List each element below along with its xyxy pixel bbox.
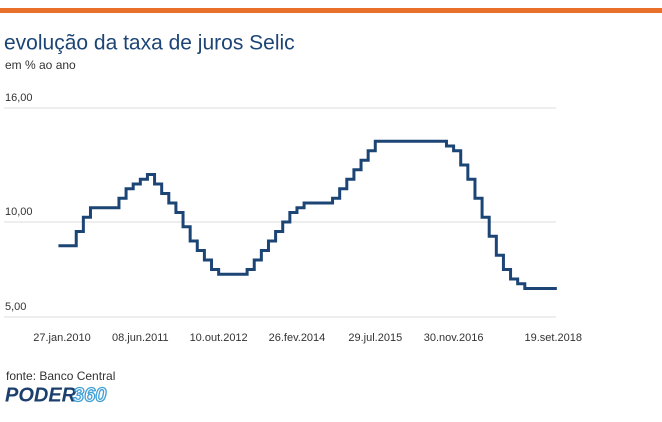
top-bar xyxy=(0,8,662,13)
x-tick-label: 10.out.2012 xyxy=(190,332,248,344)
brand-name: PODER xyxy=(5,384,77,406)
chart-subtitle: em % ao ano xyxy=(5,58,76,72)
x-tick-label: 29.jul.2015 xyxy=(348,332,402,344)
x-tick-label: 30.nov.2016 xyxy=(424,332,484,344)
y-tick-label: 10,00 xyxy=(5,206,33,218)
chart-title: evolução da taxa de juros Selic xyxy=(4,32,295,55)
line xyxy=(58,139,557,290)
brand-number: 360 xyxy=(73,384,106,406)
y-tick-label: 16,00 xyxy=(5,92,33,104)
x-tick-label: 27.jan.2010 xyxy=(33,332,91,344)
x-tick-label: 26.fev.2014 xyxy=(269,332,326,344)
y-tick-label: 5,00 xyxy=(5,301,26,313)
source: fonte: Banco Central xyxy=(6,369,115,383)
x-tick-label: 08.jun.2011 xyxy=(112,332,169,344)
x-tick-label: 19.set.2018 xyxy=(525,332,583,344)
